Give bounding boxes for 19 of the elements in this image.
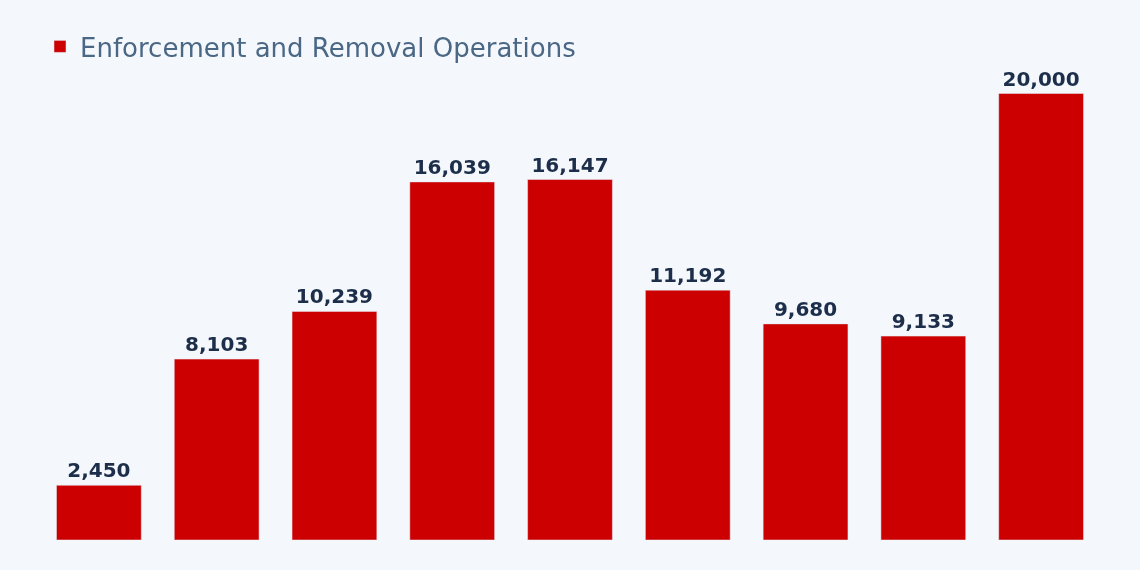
bar (880, 335, 966, 540)
bar (762, 323, 849, 540)
bar (998, 93, 1084, 540)
data-label: 11,192 (649, 263, 727, 288)
data-label: 9,133 (891, 309, 955, 334)
bar (291, 311, 378, 540)
data-label: 8,103 (185, 332, 249, 357)
data-label: 10,239 (295, 284, 374, 309)
data-label: 2,450 (67, 458, 131, 483)
data-label: 9,680 (773, 296, 838, 321)
data-label: 20,000 (1002, 66, 1080, 91)
data-label: 16,147 (531, 152, 609, 177)
data-label: 16,039 (413, 154, 491, 179)
bar (56, 485, 142, 540)
legend-label: Enforcement and Removal Operations (80, 32, 576, 63)
bar (645, 289, 731, 540)
bar (174, 358, 260, 540)
bar (527, 179, 613, 540)
bar (409, 181, 495, 540)
